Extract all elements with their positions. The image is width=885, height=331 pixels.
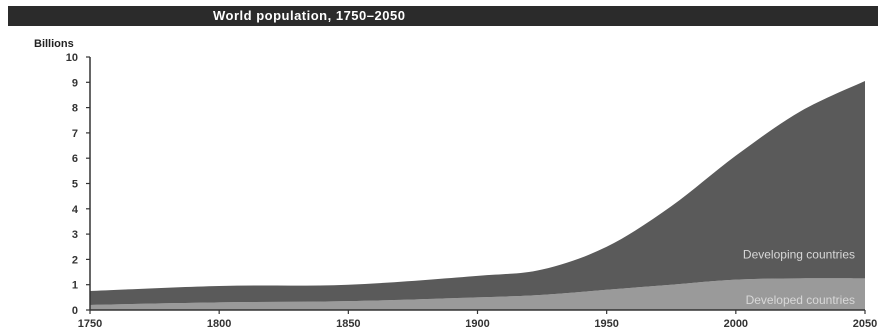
area-developed-countries (90, 278, 865, 310)
x-tick-label: 1850 (336, 318, 360, 330)
area-developing-countries (90, 81, 865, 305)
x-tick-label: 1800 (207, 318, 231, 330)
x-tick-label: 1750 (78, 318, 102, 330)
y-tick-label: 8 (72, 103, 78, 115)
series-label-developing-countries: Developing countries (743, 247, 855, 261)
y-tick-label: 3 (72, 229, 78, 241)
x-tick-label: 1950 (594, 318, 618, 330)
y-tick-label: 9 (72, 77, 78, 89)
chart-title-bar: World population, 1750–2050 (8, 6, 878, 26)
x-tick-label: 2000 (724, 318, 748, 330)
y-axis-label: Billions (34, 38, 74, 50)
y-tick-label: 1 (72, 280, 78, 292)
chart-title: World population, 1750–2050 (213, 8, 406, 23)
y-tick-label: 5 (72, 179, 78, 191)
y-tick-label: 10 (66, 52, 78, 64)
y-tick-label: 4 (72, 204, 79, 216)
y-tick-label: 6 (72, 153, 78, 165)
y-tick-label: 7 (72, 128, 78, 140)
y-tick-label: 0 (72, 305, 78, 317)
series-label-developed-countries: Developed countries (746, 293, 855, 307)
y-tick-label: 2 (72, 254, 78, 266)
x-tick-label: 2050 (853, 318, 877, 330)
x-tick-label: 1900 (465, 318, 489, 330)
